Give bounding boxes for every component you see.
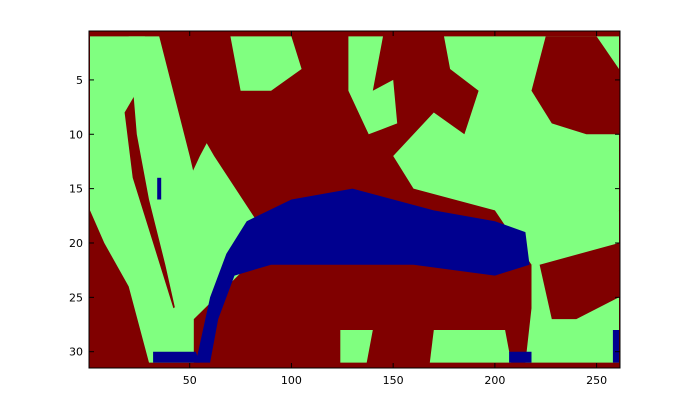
heatmap-region-right-lower-strip (539, 243, 619, 320)
x-tick-label: 150 (383, 374, 404, 387)
y-tick-label: 25 (69, 291, 83, 304)
heatmap-region-bottom-center-patch (340, 330, 373, 363)
x-tick-label: 100 (281, 374, 302, 387)
heatmap-region-left-inner-strip (128, 36, 211, 320)
y-tick-label: 10 (69, 128, 83, 141)
heatmap-region-bottom-left-blue (153, 351, 200, 363)
heatmap-region-bottom-right-patch (429, 330, 512, 363)
heatmap-region-left-blue-speck-core (157, 177, 162, 200)
axes: 50 100 150 200 250 5 10 15 20 25 30 (69, 31, 620, 387)
y-tick-label: 5 (76, 74, 83, 87)
heatmap-region-right-upper-inset (531, 36, 619, 135)
plot-frame (88, 30, 621, 369)
x-tick-label: 200 (484, 374, 505, 387)
y-tick-label: 15 (69, 183, 83, 196)
x-tick-label: 250 (586, 374, 607, 387)
heatmap-region-bottom-right-blue (509, 351, 532, 363)
heatmap-cells (89, 31, 620, 368)
heatmap-region-bottom-edge-blue (612, 330, 619, 363)
x-tick-label: 50 (183, 374, 197, 387)
heatmap-region-top-left-patch (230, 36, 302, 91)
y-tick-label: 30 (69, 346, 83, 359)
heatmap-region-blue-arch (195, 188, 530, 363)
heatmap-region-top-center-patch (348, 36, 398, 135)
y-tick-label: 20 (69, 237, 83, 250)
